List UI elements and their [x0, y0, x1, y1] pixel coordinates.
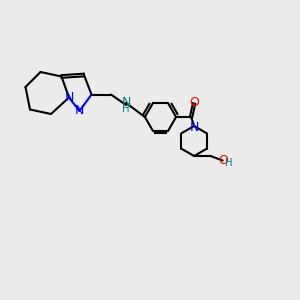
Text: N: N: [190, 121, 199, 134]
Text: N: N: [121, 96, 131, 110]
Text: N: N: [74, 104, 84, 117]
Text: H: H: [226, 158, 233, 168]
Text: H: H: [122, 104, 130, 114]
Text: N: N: [64, 91, 74, 104]
Text: O: O: [189, 96, 199, 109]
Text: O: O: [218, 154, 228, 167]
